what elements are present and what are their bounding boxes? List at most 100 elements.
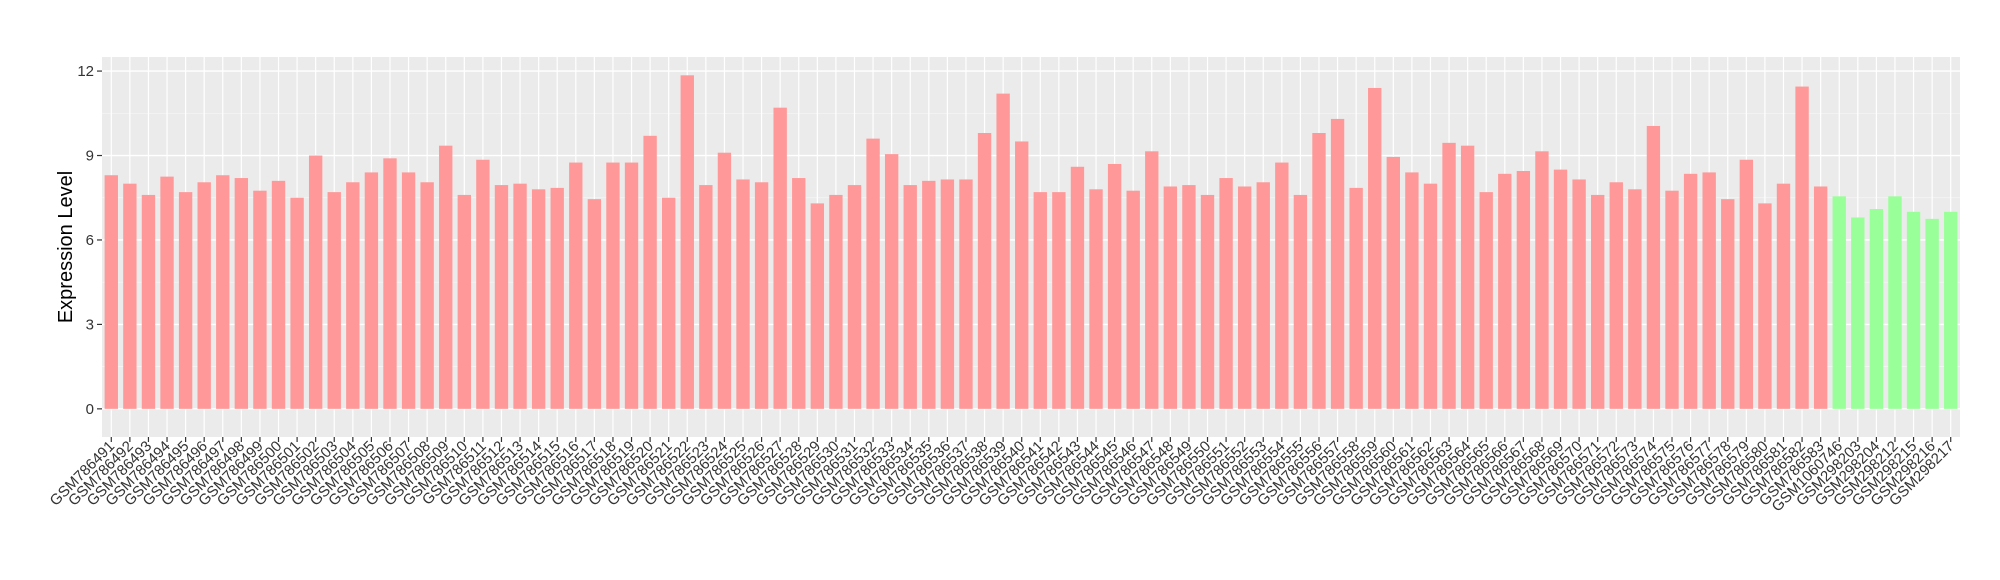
bar	[178, 192, 193, 409]
bar	[1386, 156, 1400, 409]
bar	[884, 154, 899, 409]
bar	[1813, 186, 1828, 409]
bar	[1033, 192, 1047, 409]
bar	[271, 180, 286, 409]
bar	[1405, 172, 1419, 409]
bar	[1460, 145, 1475, 409]
bar	[1219, 178, 1233, 409]
bar	[1944, 211, 1958, 409]
bar	[327, 192, 341, 409]
bar	[346, 182, 360, 409]
bar	[1869, 209, 1884, 409]
bar	[383, 158, 397, 409]
bar	[104, 175, 118, 409]
bar	[253, 190, 267, 409]
bar	[569, 162, 583, 409]
bar	[1312, 133, 1326, 409]
bar	[754, 182, 769, 409]
bar	[829, 194, 843, 409]
bar	[1832, 196, 1846, 409]
bar	[866, 138, 880, 409]
plot-panel	[102, 57, 1960, 437]
bar	[1516, 171, 1531, 409]
bar	[940, 179, 955, 409]
bar	[457, 194, 471, 409]
bar	[792, 178, 806, 409]
y-tick-label: 6	[86, 232, 94, 249]
bar	[420, 182, 434, 409]
bar	[439, 145, 453, 409]
bar	[1683, 173, 1698, 409]
bar	[996, 93, 1010, 409]
bar	[1070, 166, 1085, 409]
bar	[1646, 125, 1661, 409]
bar	[1182, 185, 1196, 409]
bars	[104, 75, 1958, 409]
bar	[1479, 192, 1493, 409]
y-tick-label: 3	[86, 316, 94, 333]
bar	[1293, 194, 1308, 409]
bar	[773, 107, 787, 409]
bar	[1052, 192, 1066, 409]
bar	[1721, 199, 1735, 409]
bar	[810, 203, 825, 409]
bar	[1591, 194, 1605, 409]
bar	[1572, 179, 1586, 409]
bar	[364, 172, 379, 409]
bar	[1851, 217, 1865, 409]
bar	[216, 175, 230, 409]
bar	[643, 135, 657, 409]
bar	[1776, 183, 1791, 409]
bar	[1015, 141, 1029, 409]
bar	[1906, 211, 1921, 409]
x-axis: GSM786491GSM786492GSM786493GSM786494GSM7…	[47, 437, 1958, 515]
bar	[1609, 182, 1623, 409]
bar	[922, 180, 936, 409]
bar	[606, 162, 620, 409]
y-axis-title: Expression Level	[55, 171, 77, 323]
bar	[476, 159, 490, 409]
bar	[141, 194, 156, 409]
bar	[1888, 196, 1902, 409]
bar	[1163, 186, 1178, 409]
bar	[1275, 162, 1289, 409]
bar	[401, 172, 416, 409]
bar	[1200, 194, 1215, 409]
bar	[123, 183, 137, 409]
bar	[1702, 172, 1716, 409]
bar	[1368, 87, 1382, 409]
bar	[624, 162, 639, 409]
bar	[531, 189, 546, 409]
bar	[1925, 218, 1939, 409]
bar	[197, 182, 211, 409]
bar	[1256, 182, 1270, 409]
bar	[959, 179, 973, 409]
bar	[1498, 173, 1512, 409]
bar	[290, 197, 304, 409]
bar	[680, 75, 694, 409]
bar	[160, 176, 174, 409]
bar	[1237, 186, 1252, 409]
bar	[699, 185, 713, 409]
bar	[1758, 203, 1772, 409]
bar	[587, 199, 602, 409]
bar	[717, 152, 732, 409]
bar	[903, 185, 917, 409]
bar	[308, 155, 323, 409]
y-tick-label: 0	[86, 401, 94, 418]
bar	[550, 187, 564, 409]
bar	[1089, 189, 1103, 409]
bar	[1423, 183, 1438, 409]
bar	[1107, 163, 1122, 409]
bar	[662, 197, 676, 409]
bar	[977, 133, 992, 409]
bar	[234, 178, 249, 409]
bar	[1535, 151, 1549, 409]
bar	[1145, 151, 1159, 409]
bar	[1330, 118, 1345, 409]
bar	[736, 179, 750, 409]
y-tick-label: 12	[77, 63, 94, 80]
bar	[1349, 187, 1363, 409]
bar	[1442, 142, 1456, 409]
y-axis: 0 3 6 9 12	[77, 63, 102, 418]
